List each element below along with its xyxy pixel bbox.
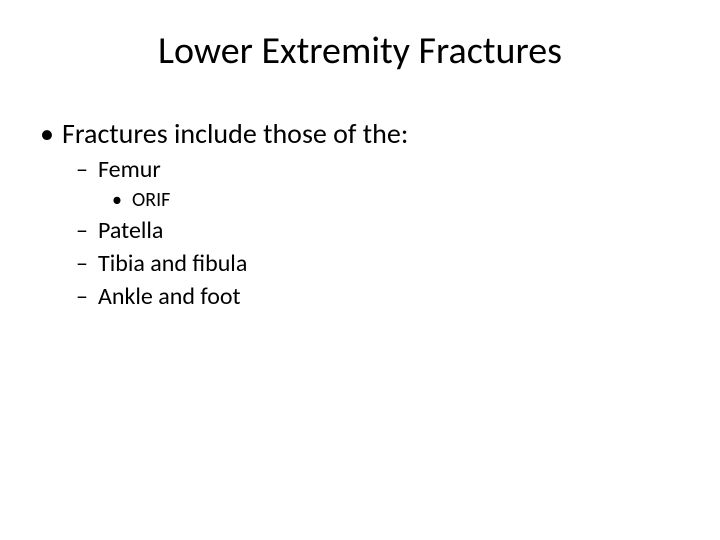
slide-title: Lower Extremity Fractures xyxy=(40,28,680,74)
bullet-level2: – Tibia and fibula xyxy=(76,249,680,278)
bullet-level1: • Fractures include those of the: xyxy=(40,116,680,151)
bullet-level2: – Patella xyxy=(76,216,680,245)
dash-icon: – xyxy=(76,282,98,311)
bullet-level2: – Femur xyxy=(76,155,680,184)
bullet-text: Femur xyxy=(98,155,161,184)
dash-icon: – xyxy=(76,155,98,184)
bullet-icon: • xyxy=(112,188,132,212)
bullet-text: Tibia and fibula xyxy=(98,249,247,278)
slide-container: Lower Extremity Fractures • Fractures in… xyxy=(0,0,720,540)
bullet-level2: – Ankle and foot xyxy=(76,282,680,311)
bullet-icon: • xyxy=(40,116,62,151)
bullet-text: Fractures include those of the: xyxy=(62,116,408,151)
bullet-level3: • ORIF xyxy=(112,188,680,212)
dash-icon: – xyxy=(76,249,98,278)
bullet-text: Patella xyxy=(98,216,163,245)
bullet-text: Ankle and foot xyxy=(98,282,241,311)
dash-icon: – xyxy=(76,216,98,245)
bullet-text: ORIF xyxy=(132,188,170,212)
